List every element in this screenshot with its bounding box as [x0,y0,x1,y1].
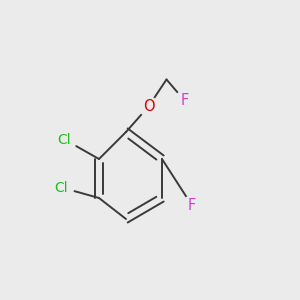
Circle shape [139,97,158,116]
Text: F: F [180,93,189,108]
Text: F: F [188,198,196,213]
Text: O: O [143,99,154,114]
Circle shape [175,91,194,110]
Circle shape [52,178,71,197]
Circle shape [182,196,202,215]
Circle shape [55,130,74,149]
Text: Cl: Cl [55,181,68,194]
Text: Cl: Cl [58,133,71,146]
